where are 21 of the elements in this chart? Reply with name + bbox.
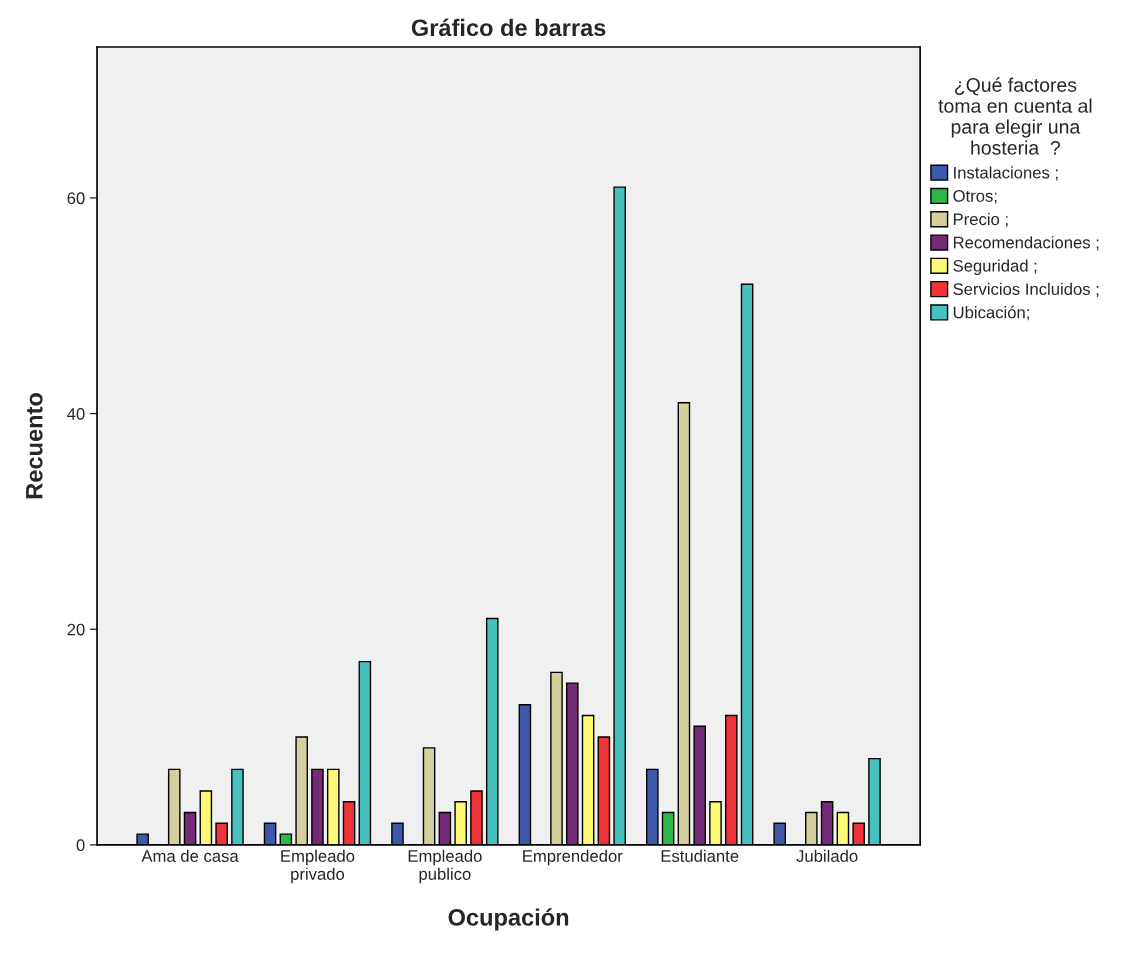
- legend-label: Otros;: [953, 190, 997, 204]
- y-tick-label: 40: [67, 407, 85, 420]
- legend-label: Seguridad ;: [953, 259, 1037, 276]
- y-axis-title: Recuento: [26, 393, 43, 499]
- x-tick-label: Jubilado: [796, 849, 858, 862]
- x-tick-label: Empleado publico: [408, 849, 482, 884]
- legend-title: ¿Qué factores toma en cuenta al para elegir una hosteria ?: [938, 77, 1092, 155]
- chart-title: Gráfico de barras: [411, 18, 606, 37]
- x-tick-label: Empleado privado: [281, 849, 355, 884]
- x-axis-title: Ocupación: [448, 908, 569, 931]
- x-tick-label: Ama de casa: [141, 849, 239, 862]
- x-tick-label: Estudiante: [661, 849, 739, 862]
- legend-label: Instalaciones ;: [954, 166, 1058, 181]
- legend-label: Recomendaciones ;: [953, 236, 1099, 251]
- y-tick-label: 20: [67, 623, 85, 636]
- legend-label: Servicios Incluidos ;: [953, 282, 1099, 297]
- y-tick-label: 0: [76, 839, 85, 852]
- legend-label: Ubicación;: [953, 305, 1029, 321]
- y-tick-label: 60: [67, 192, 85, 205]
- x-tick-label: Emprendedor: [523, 849, 623, 866]
- legend-label: Precio ;: [953, 212, 1008, 228]
